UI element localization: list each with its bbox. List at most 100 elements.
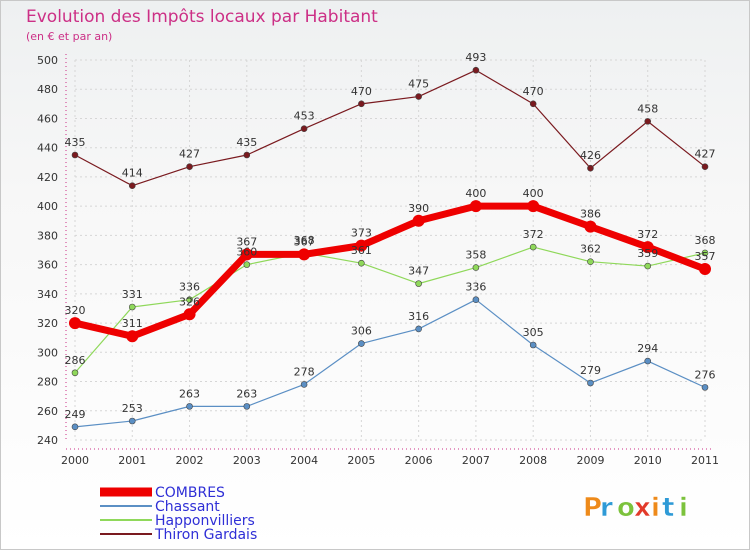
data-point-happonvilliers [358, 259, 365, 267]
data-label-thiron-gardais: 453 [294, 110, 315, 123]
y-tick-label: 500 [37, 54, 58, 67]
data-label-combres: 390 [408, 202, 429, 215]
data-label-thiron-gardais: 427 [695, 148, 716, 161]
y-tick-label: 420 [37, 171, 58, 184]
data-label-chassant: 294 [637, 342, 658, 355]
data-point-chassant [358, 340, 365, 347]
data-point-chassant [243, 403, 251, 410]
x-tick-label: 2002 [176, 454, 204, 467]
data-point-thiron-gardais [701, 163, 709, 170]
y-tick-label: 440 [37, 142, 58, 155]
data-label-thiron-gardais: 493 [465, 51, 486, 64]
data-point-chassant [529, 341, 537, 349]
data-point-chassant [300, 381, 308, 388]
logo-letter: i [651, 493, 660, 523]
chart-subtitle: (en € et par an) [26, 30, 112, 43]
data-point-thiron-gardais [71, 151, 79, 159]
y-tick-label: 480 [37, 83, 58, 96]
x-tick-label: 2000 [61, 454, 89, 467]
x-tick-label: 2009 [576, 454, 604, 467]
data-point-chassant [186, 403, 193, 410]
data-label-combres: 386 [580, 208, 601, 221]
x-tick-label: 2008 [519, 454, 547, 467]
data-point-combres [355, 239, 368, 252]
logo-letter: t [662, 493, 674, 523]
grid [74, 59, 706, 441]
legend-label-chassant: Chassant [155, 499, 220, 515]
data-point-thiron-gardais [243, 151, 251, 159]
x-tick-label: 2006 [405, 454, 433, 467]
data-label-thiron-gardais: 470 [351, 85, 372, 98]
data-label-chassant: 316 [408, 310, 429, 323]
data-point-chassant [644, 357, 652, 365]
data-label-thiron-gardais: 458 [637, 102, 658, 115]
legend-label-happonvilliers: Happonvilliers [155, 513, 255, 529]
data-label-chassant: 276 [695, 368, 716, 381]
data-point-happonvilliers [587, 258, 594, 265]
x-tick-label: 2010 [634, 454, 662, 467]
data-point-happonvilliers [186, 296, 193, 303]
data-point-combres [412, 214, 425, 227]
y-tick-label: 340 [37, 288, 58, 301]
data-label-thiron-gardais: 435 [236, 136, 257, 149]
legend-label-combres: COMBRES [155, 485, 225, 501]
logo-letter: r [600, 493, 613, 523]
data-point-thiron-gardais [186, 163, 193, 170]
data-point-chassant [587, 379, 594, 387]
data-label-combres: 357 [695, 250, 716, 263]
data-label-chassant: 263 [236, 387, 257, 400]
data-label-happonvilliers: 359 [637, 247, 658, 260]
data-label-happonvilliers: 362 [580, 243, 601, 256]
data-label-chassant: 305 [523, 326, 544, 339]
logo-letter: i [679, 493, 688, 523]
data-point-chassant [128, 417, 136, 425]
data-point-thiron-gardais [529, 100, 537, 108]
data-point-thiron-gardais [300, 125, 308, 132]
data-label-chassant: 306 [351, 325, 372, 338]
data-point-combres [584, 220, 597, 233]
data-label-thiron-gardais: 414 [122, 167, 143, 180]
data-point-combres [699, 263, 711, 275]
proxiti-logo: Pr o x i t i [583, 493, 689, 524]
data-label-happonvilliers: 358 [465, 249, 486, 262]
data-label-combres: 372 [637, 228, 658, 241]
data-point-combres [183, 308, 196, 321]
y-tick-label: 300 [37, 346, 58, 359]
data-point-thiron-gardais [358, 100, 365, 108]
data-label-happonvilliers: 368 [695, 234, 716, 247]
data-point-thiron-gardais [128, 182, 136, 189]
data-point-combres [69, 317, 81, 330]
series-lines [69, 66, 711, 431]
data-label-happonvilliers: 361 [351, 244, 372, 257]
y-tick-label: 320 [37, 317, 58, 330]
data-point-combres [469, 200, 482, 213]
data-label-chassant: 253 [122, 402, 143, 415]
x-tick-label: 2003 [233, 454, 261, 467]
axes: 240 260 280 300 320 340 360 380 400 420 440 460 480 5… [37, 54, 719, 467]
data-label-happonvilliers: 372 [523, 228, 544, 241]
data-point-happonvilliers [472, 264, 480, 271]
series-line-combres [71, 202, 709, 340]
data-label-thiron-gardais: 475 [408, 78, 429, 91]
data-label-combres: 400 [523, 187, 544, 200]
data-point-thiron-gardais [644, 118, 652, 125]
data-point-chassant [701, 384, 709, 391]
data-label-happonvilliers: 347 [408, 265, 429, 278]
data-label-combres: 367 [236, 235, 257, 248]
data-label-thiron-gardais: 427 [179, 148, 200, 161]
data-label-chassant: 336 [465, 281, 486, 294]
data-point-chassant [415, 325, 422, 333]
data-label-thiron-gardais: 426 [580, 149, 601, 162]
data-point-combres [298, 248, 311, 261]
y-tick-label: 280 [37, 376, 58, 389]
y-tick-label: 240 [37, 434, 58, 447]
legend-label-thiron-gardais: Thiron Gardais [154, 527, 257, 543]
data-point-thiron-gardais [415, 93, 422, 100]
data-point-happonvilliers [644, 262, 652, 270]
data-point-thiron-gardais [472, 66, 480, 74]
data-label-chassant: 263 [179, 387, 200, 400]
series-line-thiron-gardais [74, 69, 706, 187]
